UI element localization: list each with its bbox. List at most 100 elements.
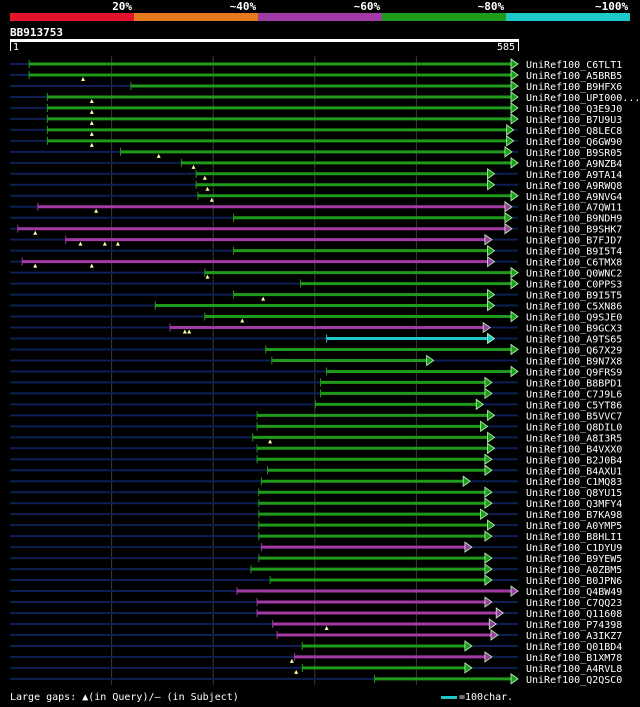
hit-name[interactable]: UniRef100_A9NZB4 xyxy=(526,159,622,170)
hit-row[interactable]: UniRef100_B7KA98 xyxy=(10,508,622,521)
hit-row[interactable]: UniRef100_Q8YU15 xyxy=(10,486,622,499)
hit-row[interactable]: UniRef100_Q8DIL0 xyxy=(10,420,622,433)
hit-name[interactable]: UniRef100_B1XM78 xyxy=(526,653,622,664)
hit-row[interactable]: UniRef100_C1DYU9 xyxy=(10,541,622,554)
hit-name[interactable]: UniRef100_P74398 xyxy=(526,620,622,631)
hit-name[interactable]: UniRef100_Q4BW49 xyxy=(526,587,622,598)
hit-row[interactable]: UniRef100_A0ZBM5 xyxy=(10,563,622,576)
hit-row[interactable]: UniRef100_C6TMX8 xyxy=(10,255,622,269)
hit-row[interactable]: UniRef100_Q3MFY4 xyxy=(10,497,622,510)
hit-row[interactable]: UniRef100_A9NVG4 xyxy=(10,189,622,203)
hit-name[interactable]: UniRef100_Q3MFY4 xyxy=(526,499,622,510)
hit-name[interactable]: UniRef100_Q8YU15 xyxy=(526,488,622,499)
hit-row[interactable]: UniRef100_C7QQ23 xyxy=(10,596,622,609)
hit-name[interactable]: UniRef100_Q6GW90 xyxy=(526,137,622,148)
hit-name[interactable]: UniRef100_B9N7X8 xyxy=(526,356,622,367)
hit-name[interactable]: UniRef100_Q2QSC0 xyxy=(526,675,622,686)
hit-row[interactable]: UniRef100_A9TA14 xyxy=(10,168,622,181)
hit-name[interactable]: UniRef100_Q9FRS9 xyxy=(526,367,622,378)
hit-row[interactable]: UniRef100_C1MQ83 xyxy=(10,475,622,488)
hit-name[interactable]: UniRef100_Q8DIL0 xyxy=(526,422,622,433)
hit-name[interactable]: UniRef100_UPI000... xyxy=(526,93,640,104)
hit-row[interactable]: UniRef100_UPI000... xyxy=(10,91,640,104)
hit-row[interactable]: UniRef100_B9YEW5 xyxy=(10,552,622,565)
hit-row[interactable]: UniRef100_B9GCX3 xyxy=(10,321,622,335)
hit-name[interactable]: UniRef100_B7FJD7 xyxy=(526,236,622,247)
hit-name[interactable]: UniRef100_A8I3R5 xyxy=(526,433,622,444)
hit-row[interactable]: UniRef100_B8HLI1 xyxy=(10,530,622,543)
hit-name[interactable]: UniRef100_Q9SJE0 xyxy=(526,313,622,324)
hit-row[interactable]: UniRef100_A9TS65 xyxy=(10,332,622,346)
hit-row[interactable]: UniRef100_B1XM78 xyxy=(10,651,622,664)
hit-name[interactable]: UniRef100_A0YMP5 xyxy=(526,521,622,532)
hit-row[interactable]: UniRef100_B4VXX0 xyxy=(10,442,622,455)
hit-name[interactable]: UniRef100_Q8LEC8 xyxy=(526,126,622,137)
hit-name[interactable]: UniRef100_B7U9U3 xyxy=(526,115,622,126)
hit-row[interactable]: UniRef100_B9NDH9 xyxy=(10,211,622,225)
hit-name[interactable]: UniRef100_C0PPS3 xyxy=(526,280,622,291)
hit-row[interactable]: UniRef100_B9N7X8 xyxy=(10,354,622,367)
hit-name[interactable]: UniRef100_C5XN86 xyxy=(526,302,622,313)
hit-name[interactable]: UniRef100_B8HLI1 xyxy=(526,532,622,543)
hit-row[interactable]: UniRef100_P74398 xyxy=(10,618,622,631)
hit-name[interactable]: UniRef100_A3IKZ7 xyxy=(526,631,622,642)
hit-row[interactable]: UniRef100_A9RWQ8 xyxy=(10,179,622,192)
hit-name[interactable]: UniRef100_C1MQ83 xyxy=(526,477,622,488)
hit-name[interactable]: UniRef100_A0ZBM5 xyxy=(526,565,622,576)
hit-name[interactable]: UniRef100_A9RWQ8 xyxy=(526,181,622,192)
hit-name[interactable]: UniRef100_C7QQ23 xyxy=(526,598,622,609)
hit-name[interactable]: UniRef100_A4RVL8 xyxy=(526,664,622,675)
hit-name[interactable]: UniRef100_Q67X29 xyxy=(526,345,622,356)
hit-row[interactable]: UniRef100_B9HFX6 xyxy=(10,80,622,93)
hit-row[interactable]: UniRef100_B7U9U3 xyxy=(10,113,622,126)
hit-row[interactable]: UniRef100_Q11608 xyxy=(10,607,622,620)
hit-name[interactable]: UniRef100_A9TS65 xyxy=(526,335,622,346)
hit-row[interactable]: UniRef100_A5BRB5 xyxy=(10,69,622,82)
hit-name[interactable]: UniRef100_C5YT86 xyxy=(526,400,622,411)
hit-row[interactable]: UniRef100_C5XN86 xyxy=(10,299,622,313)
hit-name[interactable]: UniRef100_B0JPN6 xyxy=(526,576,622,587)
hit-name[interactable]: UniRef100_C7J9L6 xyxy=(526,389,622,400)
hit-row[interactable]: UniRef100_B7FJD7 xyxy=(10,233,622,247)
hit-row[interactable]: UniRef100_Q4BW49 xyxy=(10,585,622,598)
hit-name[interactable]: UniRef100_B9NDH9 xyxy=(526,214,622,225)
hit-row[interactable]: UniRef100_B2J0B4 xyxy=(10,453,622,466)
hit-row[interactable]: UniRef100_B5VVC7 xyxy=(10,409,622,422)
hit-row[interactable]: UniRef100_A4RVL8 xyxy=(10,662,622,675)
hit-row[interactable]: UniRef100_C0PPS3 xyxy=(10,277,622,291)
hit-name[interactable]: UniRef100_B9HFX6 xyxy=(526,82,622,93)
hit-name[interactable]: UniRef100_A9TA14 xyxy=(526,170,622,181)
hit-name[interactable]: UniRef100_B8BPD1 xyxy=(526,378,622,389)
hit-name[interactable]: UniRef100_A5BRB5 xyxy=(526,71,622,82)
hit-row[interactable]: UniRef100_Q8LEC8 xyxy=(10,124,622,137)
hit-row[interactable]: UniRef100_Q67X29 xyxy=(10,343,622,356)
hit-name[interactable]: UniRef100_B4AXU1 xyxy=(526,466,622,477)
hit-row[interactable]: UniRef100_C5YT86 xyxy=(10,398,622,411)
hit-name[interactable]: UniRef100_B9I5T5 xyxy=(526,291,622,302)
hit-name[interactable]: UniRef100_A7QW11 xyxy=(526,203,622,214)
hit-row[interactable]: UniRef100_Q3E9J0 xyxy=(10,102,622,115)
hit-row[interactable]: UniRef100_B9I5T5 xyxy=(10,288,622,302)
hit-row[interactable]: UniRef100_B9SHK7 xyxy=(10,222,622,236)
hit-row[interactable]: UniRef100_A8I3R5 xyxy=(10,431,622,444)
hit-name[interactable]: UniRef100_Q01BD4 xyxy=(526,642,622,653)
hit-row[interactable]: UniRef100_Q0WNC2 xyxy=(10,266,622,280)
hit-row[interactable]: UniRef100_Q9FRS9 xyxy=(10,365,622,378)
hit-row[interactable]: UniRef100_A3IKZ7 xyxy=(10,629,622,642)
hit-row[interactable]: UniRef100_Q2QSC0 xyxy=(10,673,622,686)
hit-row[interactable]: UniRef100_A9NZB4 xyxy=(10,157,622,170)
hit-name[interactable]: UniRef100_B9YEW5 xyxy=(526,554,622,565)
hit-row[interactable]: UniRef100_A0YMP5 xyxy=(10,519,622,532)
hit-name[interactable]: UniRef100_B4VXX0 xyxy=(526,444,622,455)
hit-row[interactable]: UniRef100_B8BPD1 xyxy=(10,376,622,389)
hit-row[interactable]: UniRef100_Q9SJE0 xyxy=(10,310,622,324)
hit-row[interactable]: UniRef100_B4AXU1 xyxy=(10,464,622,477)
hit-name[interactable]: UniRef100_A9NVG4 xyxy=(526,192,622,203)
hit-name[interactable]: UniRef100_B2J0B4 xyxy=(526,455,622,466)
hit-row[interactable]: UniRef100_Q01BD4 xyxy=(10,640,622,653)
hit-name[interactable]: UniRef100_B9SHK7 xyxy=(526,225,622,236)
hit-row[interactable]: UniRef100_B0JPN6 xyxy=(10,574,622,587)
hit-row[interactable]: UniRef100_Q6GW90 xyxy=(10,135,622,148)
hit-name[interactable]: UniRef100_B5VVC7 xyxy=(526,411,622,422)
hit-name[interactable]: UniRef100_B7KA98 xyxy=(526,510,622,521)
